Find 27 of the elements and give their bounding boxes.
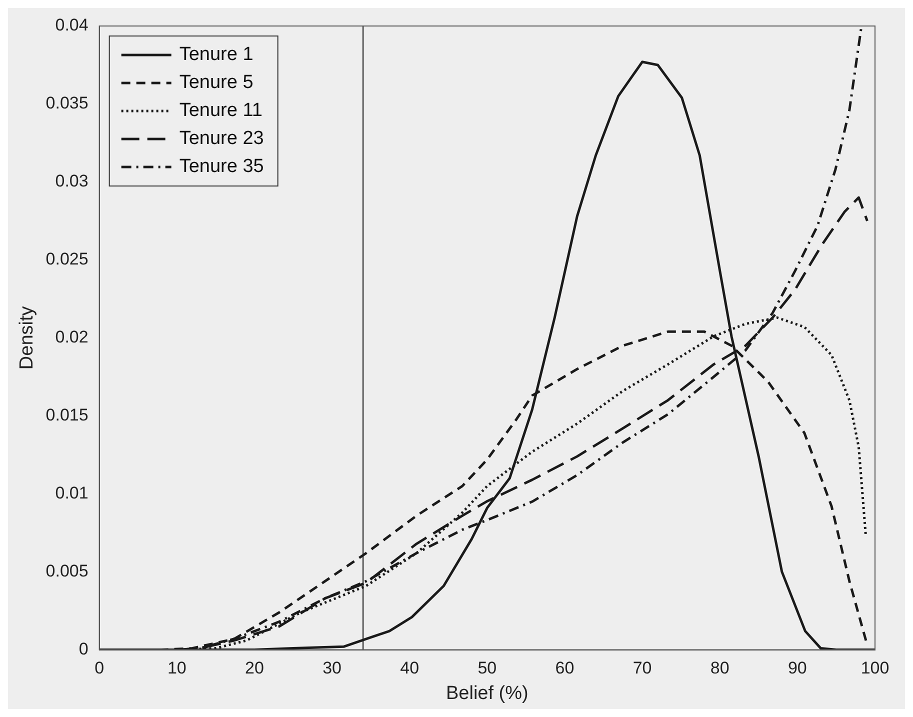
legend-label: Tenure 5 (179, 72, 254, 94)
y-tick-label: 0.015 (46, 406, 88, 425)
x-tick-label: 60 (555, 658, 574, 678)
legend-label: Tenure 23 (179, 128, 264, 150)
legend-label: Tenure 11 (179, 100, 262, 122)
x-tick-label: 20 (245, 658, 264, 678)
x-tick-label: 90 (788, 658, 807, 678)
y-tick-label: 0 (78, 639, 88, 658)
x-tick-label: 30 (322, 658, 342, 678)
legend-label: Tenure 35 (179, 156, 264, 178)
y-tick-label: 0.005 (46, 562, 88, 581)
y-tick-label: 0.04 (55, 16, 88, 35)
y-tick-label: 0.035 (46, 94, 88, 113)
y-axis-title: Density (16, 306, 38, 370)
x-tick-label: 0 (94, 658, 104, 678)
legend-label: Tenure 1 (179, 44, 254, 66)
y-tick-label: 0.02 (55, 328, 88, 347)
y-tick-label: 0.01 (55, 484, 88, 503)
x-tick-label: 80 (710, 658, 730, 678)
x-tick-label: 100 (860, 658, 890, 678)
x-axis-title: Belief (%) (446, 682, 528, 704)
x-tick-label: 50 (478, 658, 497, 678)
x-tick-label: 10 (167, 658, 186, 678)
x-tick-label: 70 (632, 658, 652, 678)
x-tick-label: 40 (400, 658, 420, 678)
y-tick-label: 0.025 (46, 250, 88, 269)
y-tick-label: 0.03 (55, 172, 88, 191)
